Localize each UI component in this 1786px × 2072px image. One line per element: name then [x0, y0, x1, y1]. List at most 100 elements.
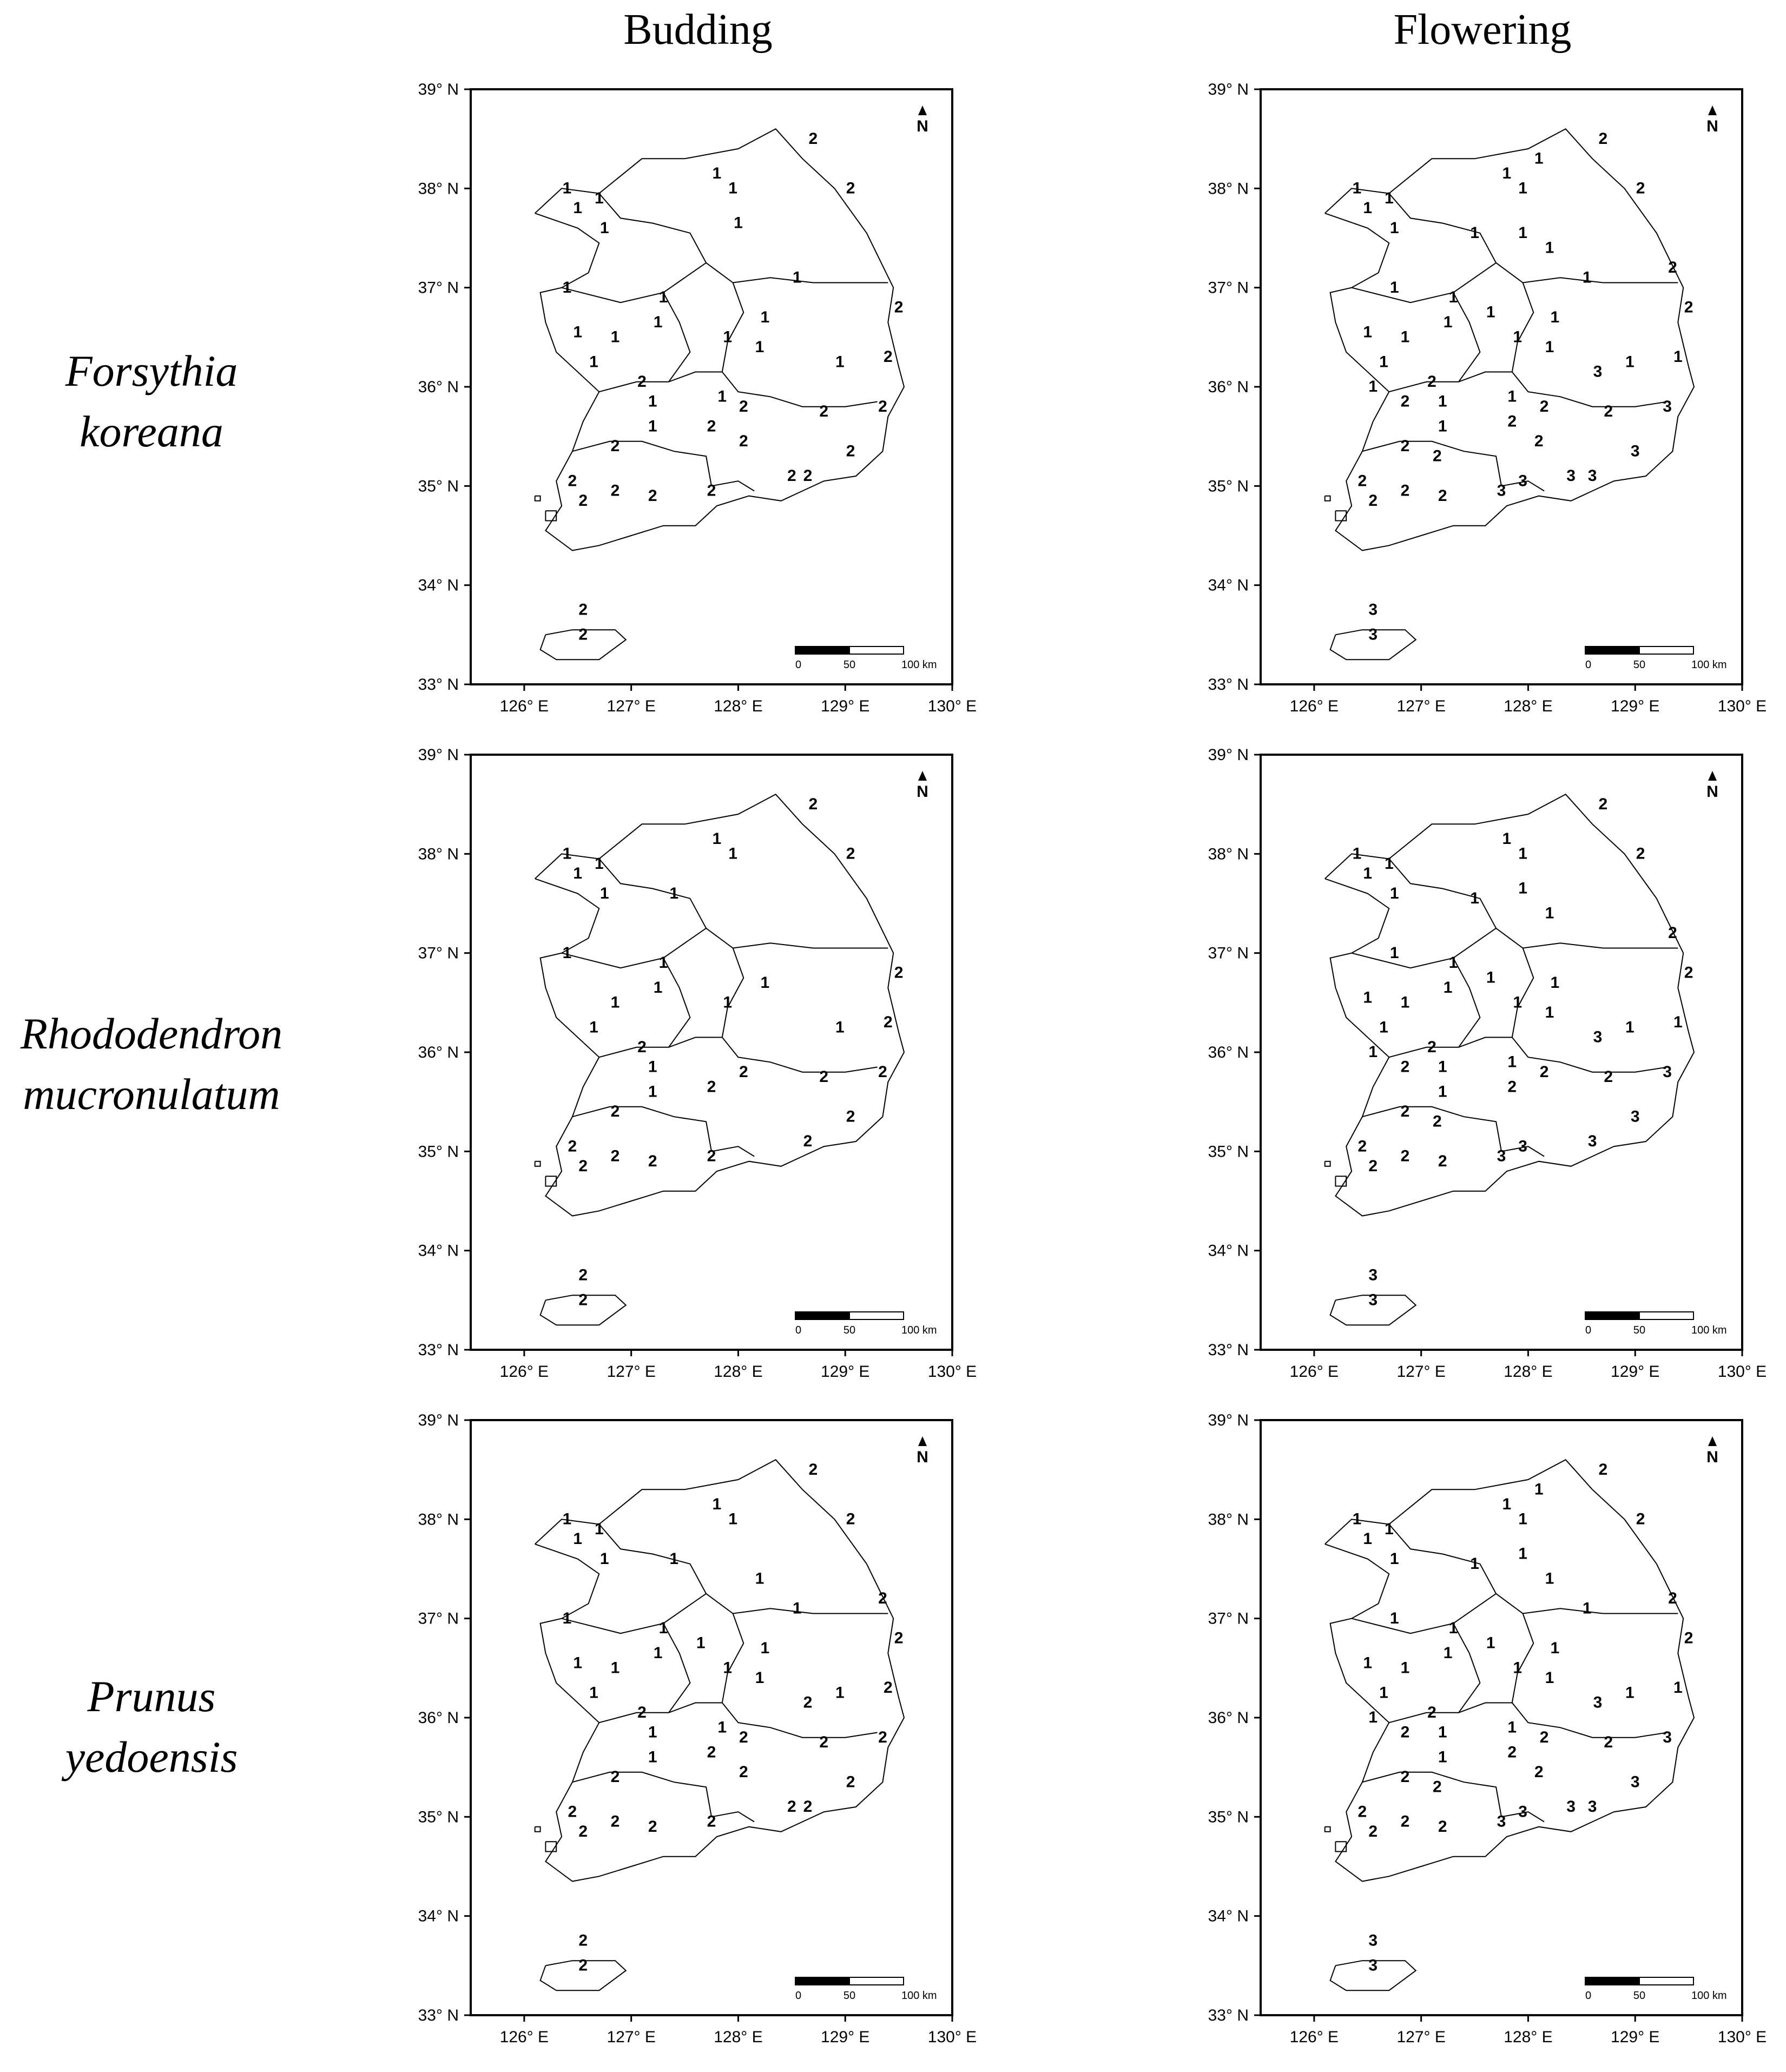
lon-tick-label: 129° E [821, 697, 869, 715]
site-value-label: 2 [739, 398, 748, 415]
site-value-label: 1 [1534, 1481, 1544, 1499]
lat-tick-label: 35° N [1208, 1143, 1249, 1160]
site-value-label: 2 [1534, 1763, 1544, 1781]
island-outline [534, 495, 541, 501]
site-value-label: 2 [637, 373, 647, 391]
lon-tick-label: 130° E [928, 1363, 977, 1381]
site-value-label: 1 [1390, 1609, 1399, 1627]
province-border [572, 1771, 712, 1817]
site-value-label: 1 [589, 1684, 598, 1701]
island-outline [539, 629, 627, 661]
coastline [1324, 128, 1695, 551]
province-border [572, 1106, 712, 1152]
site-value-label: 1 [717, 388, 727, 406]
site-value-label: 2 [803, 1694, 813, 1712]
map-frame [1260, 754, 1743, 1351]
map-frame [1260, 1419, 1743, 2016]
site-value-label: 1 [1385, 189, 1394, 207]
site-value-label: 2 [787, 467, 796, 485]
site-value-label: 1 [1518, 224, 1527, 242]
site-value-label: 1 [1551, 1639, 1560, 1657]
site-value-label: 2 [739, 1763, 748, 1781]
site-value-label: 1 [648, 418, 657, 435]
site-value-label: 1 [648, 1724, 657, 1741]
map-svg: 39° N 38° N 37° N 36° N 35° N 34° N 33° N 126° … [1208, 81, 1767, 715]
site-value-label: 1 [1486, 1634, 1495, 1652]
site-value-label: 2 [1427, 1704, 1436, 1721]
site-value-label: 1 [648, 393, 657, 411]
site-value-label: 2 [846, 845, 855, 863]
province-border [1389, 1037, 1512, 1058]
site-value-label: 2 [707, 1743, 716, 1761]
lon-tick-label: 126° E [1290, 1363, 1339, 1381]
scale-bar-black [795, 1977, 850, 1985]
site-value-label: 2 [1401, 1147, 1410, 1165]
site-value-label: 1 [696, 1634, 706, 1652]
site-value-label: 2 [884, 1013, 893, 1031]
province-border [1362, 1771, 1502, 1817]
site-value-label: 1 [1353, 1510, 1362, 1528]
site-value-label: 1 [835, 1684, 845, 1701]
site-value-label: 1 [1625, 353, 1635, 371]
scale-bar-label: 0 [795, 1324, 801, 1336]
lat-tick-label: 38° N [1208, 180, 1249, 197]
island-outline [1324, 1160, 1331, 1167]
map-panel-rhododendron-flowering: 39° N 38° N 37° N 36° N 35° N 34° N 33° N 126° … [1179, 741, 1775, 1407]
site-value-label: 2 [637, 1038, 647, 1056]
island-outline [1329, 629, 1417, 661]
site-value-label: 1 [1518, 845, 1527, 863]
lat-tick-label: 34° N [1208, 577, 1249, 595]
province-border [721, 1613, 878, 1738]
province-border [561, 927, 707, 969]
map-frame [1260, 88, 1743, 685]
site-value-label: 1 [611, 1659, 620, 1677]
site-value-label: 2 [739, 1063, 748, 1081]
site-value-label: 1 [1518, 180, 1527, 197]
lon-tick-label: 126° E [500, 1363, 549, 1381]
site-value-label: 1 [1502, 1495, 1512, 1513]
site-value-label: 2 [819, 1733, 828, 1751]
site-value-label: 2 [648, 1818, 657, 1836]
site-value-label: 2 [578, 626, 588, 644]
province-border [1501, 1811, 1545, 1823]
province-border [711, 1811, 755, 1823]
site-value-label: 2 [707, 1147, 716, 1165]
lat-tick-label: 36° N [1208, 1044, 1249, 1061]
site-value-label: 3 [1663, 1063, 1672, 1081]
site-value-label: 2 [1599, 130, 1608, 148]
lat-tick-label: 34° N [418, 577, 459, 595]
site-value-label: 1 [723, 328, 732, 346]
site-value-label: 2 [1401, 1768, 1410, 1786]
province-border [1351, 262, 1497, 303]
province-border [1388, 1523, 1678, 1614]
lon-tick-label: 128° E [714, 697, 762, 715]
site-value-label: 1 [1486, 303, 1495, 321]
site-value-label: 2 [1668, 1589, 1677, 1607]
province-border [598, 193, 888, 283]
site-value-label: 1 [648, 1058, 657, 1076]
site-value-label: 3 [1368, 1932, 1378, 1950]
site-value-label: 2 [884, 348, 893, 366]
scale-bar-label: 50 [1633, 659, 1645, 671]
province-border [599, 1037, 722, 1058]
site-value-label: 3 [1588, 467, 1597, 485]
scale-bar-label: 0 [1585, 1324, 1591, 1336]
coastline [535, 794, 905, 1217]
lat-tick-label: 34° N [418, 1242, 459, 1260]
scale-bar-label: 0 [795, 1990, 801, 2002]
province-border [1388, 858, 1678, 949]
site-value-label: 1 [1401, 1659, 1410, 1677]
site-value-label: 2 [611, 482, 620, 500]
site-value-label: 1 [1583, 269, 1592, 287]
map-panel-forsythia-flowering: 39° N 38° N 37° N 36° N 35° N 34° N 33° N 126° … [1179, 76, 1775, 741]
site-value-label: 2 [1427, 373, 1436, 391]
map-frame [470, 88, 953, 685]
province-border [711, 480, 755, 492]
map-panel-rhododendron-budding: 39° N 38° N 37° N 36° N 35° N 34° N 33° N 126° … [390, 741, 985, 1407]
province-border [1501, 1146, 1545, 1157]
lat-tick-label: 39° N [418, 81, 459, 98]
site-value-label: 2 [1401, 1058, 1410, 1076]
site-value-label: 2 [707, 482, 716, 500]
province-border [1511, 282, 1668, 407]
coastline [535, 128, 905, 551]
